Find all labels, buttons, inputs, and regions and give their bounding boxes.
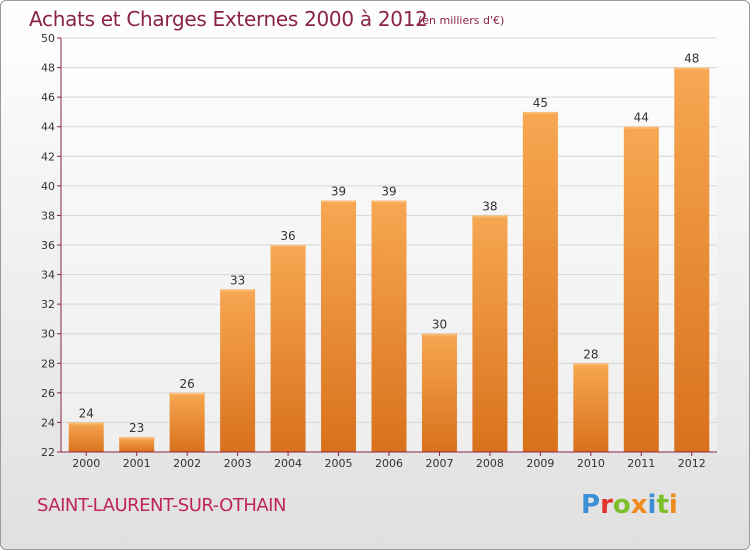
y-tick-label: 38 bbox=[41, 209, 55, 222]
bar-highlight bbox=[624, 126, 658, 129]
data-label: 44 bbox=[634, 111, 649, 125]
bar-highlight bbox=[120, 437, 154, 440]
bar-highlight bbox=[322, 200, 356, 203]
logo-letter: r bbox=[600, 490, 613, 520]
x-tick-label: 2001 bbox=[123, 457, 151, 470]
logo-letter: o bbox=[612, 490, 631, 520]
x-tick-label: 2000 bbox=[72, 457, 100, 470]
x-tick-label: 2011 bbox=[627, 457, 655, 470]
y-tick-label: 24 bbox=[41, 416, 55, 429]
bar bbox=[421, 333, 457, 452]
data-label: 24 bbox=[79, 406, 94, 420]
y-tick-label: 50 bbox=[41, 32, 55, 45]
bar bbox=[68, 422, 104, 452]
bar bbox=[623, 126, 659, 452]
bar-highlight bbox=[170, 392, 204, 395]
bar bbox=[674, 67, 710, 453]
y-tick-label: 36 bbox=[41, 239, 55, 252]
logo-letter: P bbox=[581, 490, 601, 520]
bar-highlight bbox=[574, 363, 608, 366]
bar bbox=[472, 215, 508, 452]
bar-highlight bbox=[221, 289, 255, 292]
x-tick-label: 2004 bbox=[274, 457, 302, 470]
bar bbox=[169, 392, 205, 452]
data-label: 23 bbox=[129, 421, 144, 435]
bar-highlight bbox=[473, 215, 507, 218]
x-tick-label: 2002 bbox=[173, 457, 201, 470]
commune-name: SAINT-LAURENT-SUR-OTHAIN bbox=[37, 495, 286, 516]
data-label: 48 bbox=[684, 52, 699, 66]
y-tick-label: 22 bbox=[41, 446, 55, 459]
x-tick-label: 2010 bbox=[577, 457, 605, 470]
y-tick-label: 28 bbox=[41, 357, 55, 370]
x-tick-label: 2008 bbox=[476, 457, 504, 470]
bar-highlight bbox=[271, 245, 305, 247]
bar bbox=[119, 437, 155, 452]
x-tick-label: 2012 bbox=[678, 457, 706, 470]
logo-letter: i bbox=[647, 490, 657, 520]
bar-highlight bbox=[69, 422, 103, 425]
y-tick-label: 46 bbox=[41, 91, 55, 104]
chart-title: Achats et Charges Externes 2000 à 2012 bbox=[29, 7, 428, 31]
x-tick-label: 2003 bbox=[224, 457, 252, 470]
y-tick-label: 34 bbox=[41, 269, 55, 282]
bar bbox=[270, 245, 306, 452]
y-tick-label: 48 bbox=[41, 62, 55, 75]
bar bbox=[321, 200, 357, 452]
bar-highlight bbox=[422, 333, 456, 336]
data-label: 30 bbox=[432, 318, 447, 332]
y-tick-label: 26 bbox=[41, 387, 55, 400]
bar-highlight bbox=[372, 200, 406, 203]
logo-letter: i bbox=[668, 490, 678, 520]
y-tick-label: 32 bbox=[41, 298, 55, 311]
data-label: 39 bbox=[381, 185, 396, 199]
proxiti-logo[interactable]: Proxiti bbox=[581, 490, 678, 520]
bar bbox=[220, 289, 256, 452]
logo-letter: t bbox=[656, 490, 669, 520]
y-tick-label: 42 bbox=[41, 150, 55, 163]
y-tick-label: 40 bbox=[41, 180, 55, 193]
y-tick-label: 30 bbox=[41, 328, 55, 341]
data-label: 39 bbox=[331, 185, 346, 199]
x-tick-label: 2009 bbox=[526, 457, 554, 470]
x-tick-label: 2005 bbox=[325, 457, 353, 470]
data-label: 33 bbox=[230, 273, 245, 287]
x-tick-label: 2007 bbox=[425, 457, 453, 470]
chart-subtitle: (en milliers d'€) bbox=[418, 14, 505, 27]
data-label: 38 bbox=[482, 199, 497, 213]
bar bbox=[371, 200, 407, 452]
logo-letter: x bbox=[630, 490, 648, 520]
data-label: 26 bbox=[180, 377, 195, 391]
data-label: 28 bbox=[583, 347, 598, 361]
bar bbox=[573, 363, 609, 452]
x-tick-label: 2006 bbox=[375, 457, 403, 470]
y-tick-label: 44 bbox=[41, 121, 55, 134]
bar-highlight bbox=[523, 111, 557, 114]
data-label: 36 bbox=[280, 229, 295, 243]
bar bbox=[522, 111, 558, 452]
data-label: 45 bbox=[533, 96, 548, 110]
bar-highlight bbox=[675, 67, 709, 70]
